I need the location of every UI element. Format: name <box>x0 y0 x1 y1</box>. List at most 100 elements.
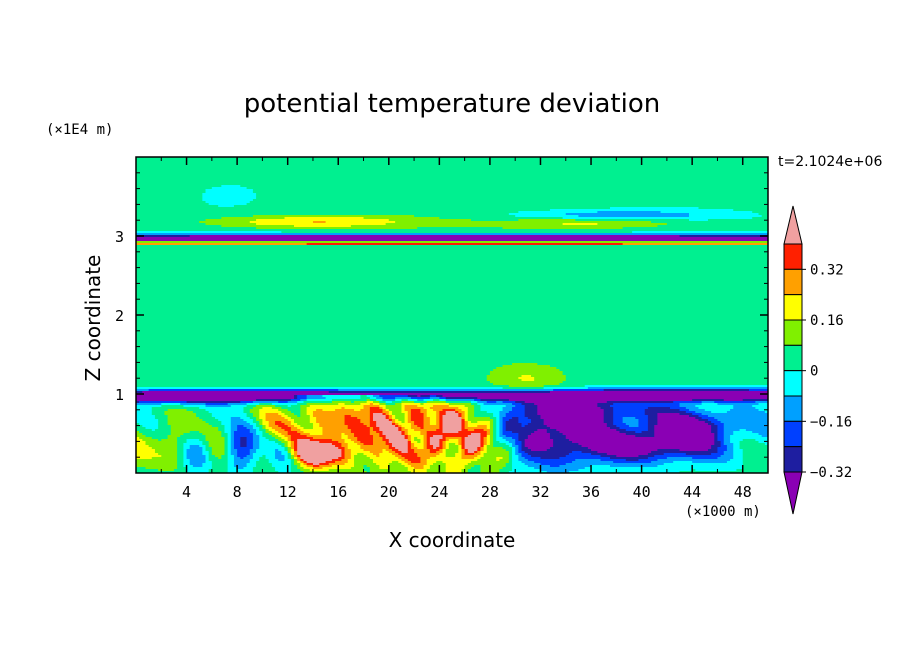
contour-cell <box>657 415 690 418</box>
contour-cell <box>489 423 494 426</box>
contour-cell <box>306 399 333 402</box>
contour-cell <box>136 431 140 434</box>
contour-cell <box>224 447 229 450</box>
contour-cell <box>707 415 768 418</box>
contour-cell <box>360 397 371 400</box>
contour-cell <box>297 459 301 462</box>
contour-cell <box>259 439 270 442</box>
contour-cell <box>136 365 503 368</box>
contour-cell <box>186 467 213 470</box>
contour-cell <box>322 433 342 436</box>
contour-cell <box>749 389 768 392</box>
contour-cell <box>723 439 731 442</box>
contour-cell <box>464 427 488 430</box>
contour-cell <box>480 447 484 450</box>
contour-cell <box>707 419 718 422</box>
contour-cell <box>354 459 374 462</box>
contour-cell <box>549 437 567 440</box>
contour-cell <box>489 417 497 420</box>
contour-cell <box>395 421 402 424</box>
contour-cell <box>208 203 247 206</box>
contour-cell <box>316 409 323 412</box>
contour-cell <box>461 425 466 428</box>
contour-cell <box>755 439 768 442</box>
contour-cell <box>414 429 437 432</box>
contour-cell <box>651 221 768 224</box>
contour-cell <box>714 435 718 438</box>
contour-cell <box>622 421 639 424</box>
contour-cell <box>230 447 235 450</box>
contour-cell <box>603 415 614 418</box>
contour-cell <box>591 453 608 456</box>
contour-cell <box>161 405 184 408</box>
contour-cell <box>177 449 184 452</box>
contour-cell <box>502 447 513 450</box>
contour-cell <box>742 457 768 460</box>
contour-cell <box>240 457 244 460</box>
contour-cell <box>246 455 254 458</box>
contour-cell <box>644 411 687 414</box>
contour-cell <box>524 411 538 414</box>
contour-cell <box>189 463 203 466</box>
contour-cell <box>442 427 462 430</box>
y-axis: 123 <box>115 172 768 458</box>
contour-cell <box>211 449 225 452</box>
contour-cell <box>300 425 314 428</box>
contour-cell <box>493 415 500 418</box>
contour-cell <box>584 467 744 470</box>
contour-cell <box>537 405 598 408</box>
contour-cell <box>170 425 213 428</box>
contour-cell <box>711 411 728 414</box>
contour-cell <box>508 441 516 444</box>
contour-cell <box>205 437 225 440</box>
contour-cell <box>388 419 393 422</box>
contour-cell <box>312 425 320 428</box>
contour-cell <box>275 441 282 444</box>
contour-cell <box>458 431 488 434</box>
contour-cell <box>382 449 387 452</box>
contour-cell <box>723 399 744 402</box>
contour-cell <box>388 411 393 414</box>
contour-cell <box>331 399 368 402</box>
contour-cell <box>297 423 314 426</box>
contour-cell <box>647 429 655 432</box>
contour-cell <box>300 413 308 416</box>
contour-cell <box>543 419 605 422</box>
contour-cell <box>136 453 159 456</box>
contour-cell <box>177 463 184 466</box>
contour-cell <box>208 445 225 448</box>
contour-cell <box>518 455 522 458</box>
contour-cell <box>294 453 298 456</box>
contour-cell <box>230 437 235 440</box>
contour-cell <box>256 417 260 420</box>
contour-cell <box>259 445 282 448</box>
contour-cell <box>183 455 187 458</box>
contour-cell <box>575 459 601 462</box>
contour-cell <box>461 427 466 430</box>
contour-cell <box>666 223 768 226</box>
contour-cell <box>259 459 270 462</box>
contour-cell <box>350 225 658 228</box>
contour-cell <box>290 451 295 454</box>
contour-cell <box>240 445 247 448</box>
contour-cell <box>136 179 768 182</box>
contour-cell <box>189 445 200 448</box>
contour-cell <box>202 195 257 198</box>
colorbar-extend-top <box>783 205 803 245</box>
contour-cell <box>689 415 699 418</box>
contour-cell <box>252 421 260 424</box>
contour-cell <box>259 411 282 414</box>
contour-cell <box>464 415 469 418</box>
contour-cell <box>562 373 768 376</box>
contour-cell <box>755 407 768 410</box>
contour-cell <box>215 455 222 458</box>
contour-cell <box>300 407 308 410</box>
contour-cell <box>619 431 636 434</box>
contour-cell <box>136 301 768 304</box>
contour-cell <box>423 447 428 450</box>
contour-cell <box>237 429 251 432</box>
contour-cell <box>385 223 563 226</box>
contour-cell <box>398 449 409 452</box>
contour-cell <box>287 451 292 454</box>
contour-cell <box>205 403 229 406</box>
